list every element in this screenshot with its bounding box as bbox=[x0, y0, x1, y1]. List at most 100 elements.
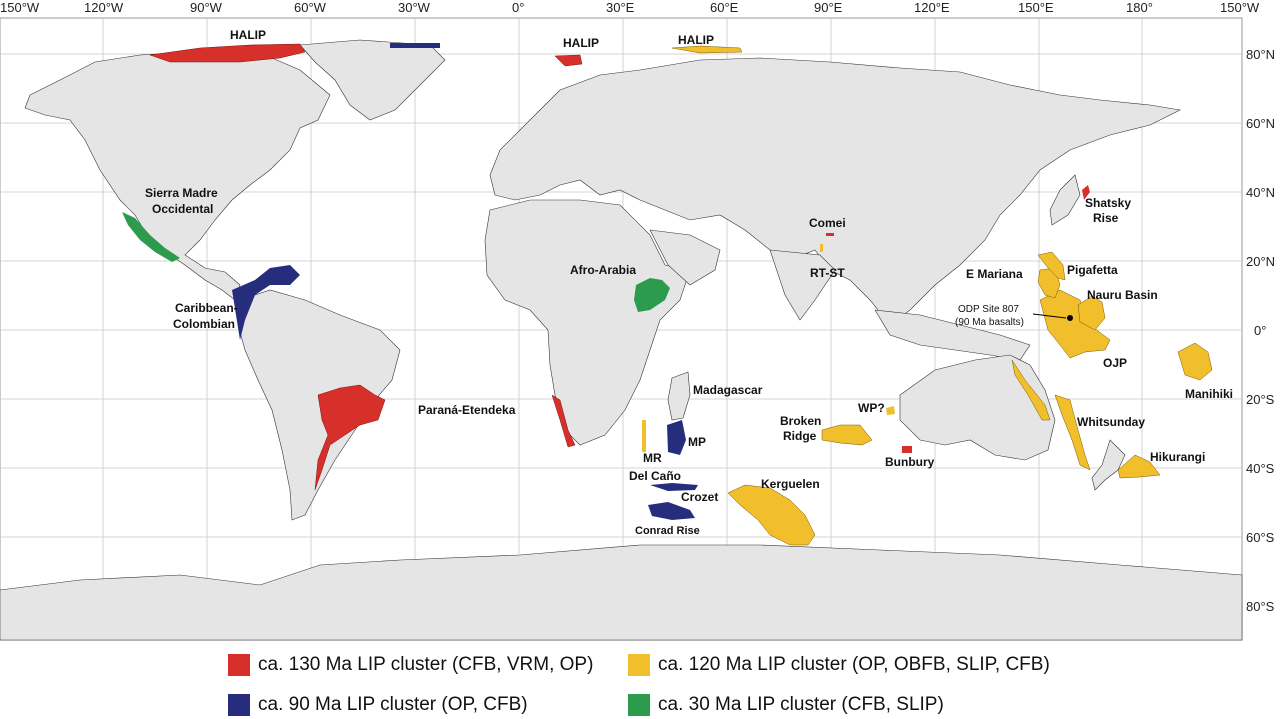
label-mp: MP bbox=[688, 435, 706, 449]
label-wp: WP? bbox=[858, 401, 885, 415]
lon-label: 150°E bbox=[1018, 0, 1054, 15]
label-whitsunday: Whitsunday bbox=[1077, 415, 1145, 429]
label-odp-sub: (90 Ma basalts) bbox=[955, 317, 1024, 328]
whitsunday-yellow bbox=[1011, 359, 1051, 421]
lat-label: 40°S bbox=[1246, 461, 1275, 476]
madagascar bbox=[667, 371, 691, 421]
afro-arabia-green bbox=[634, 278, 670, 312]
halip-navy bbox=[390, 43, 440, 48]
map-labels: HALIP HALIP HALIP Sierra Madre Occidenta… bbox=[145, 28, 1233, 537]
parana-red bbox=[314, 384, 386, 491]
kerguelen-yellow bbox=[727, 484, 816, 546]
lon-label: 120°W bbox=[84, 0, 124, 15]
manihiki-yellow bbox=[1177, 342, 1213, 381]
lat-label: 80°S bbox=[1246, 599, 1275, 614]
del-cano-navy bbox=[650, 483, 698, 491]
africa bbox=[484, 199, 691, 446]
world-map: 150°W 120°W 90°W 60°W 30°W 0° 30°E 60°E … bbox=[0, 0, 1275, 641]
label-comei: Comei bbox=[809, 216, 846, 230]
label-odp: ODP Site 807 bbox=[958, 304, 1019, 315]
wp-yellow bbox=[886, 406, 895, 415]
bunbury-red bbox=[902, 446, 912, 453]
label-pigafetta: Pigafetta bbox=[1067, 263, 1118, 277]
legend-item-30ma: ca. 30 Ma LIP cluster (CFB, SLIP) bbox=[628, 694, 944, 716]
pigafetta-yellow bbox=[1037, 251, 1066, 281]
label-parana: Paraná-Etendeka bbox=[418, 403, 516, 417]
lat-label: 60°N bbox=[1246, 116, 1275, 131]
lon-label: 60°W bbox=[294, 0, 327, 15]
odp-site-marker bbox=[1067, 315, 1073, 321]
label-e-mariana: E Mariana bbox=[966, 267, 1023, 281]
australia bbox=[899, 354, 1056, 461]
lon-label: 0° bbox=[512, 0, 524, 15]
mr-yellow bbox=[642, 420, 646, 452]
legend-swatch bbox=[228, 654, 250, 676]
lat-label: 80°N bbox=[1246, 47, 1275, 62]
label-shatsky-2: Rise bbox=[1093, 211, 1119, 225]
lon-label: 90°E bbox=[814, 0, 843, 15]
legend: ca. 130 Ma LIP cluster (CFB, VRM, OP) ca… bbox=[228, 650, 1108, 718]
label-broken-ridge-1: Broken bbox=[780, 414, 821, 428]
label-rt-st: RT-ST bbox=[810, 266, 845, 280]
broken-ridge-yellow bbox=[821, 424, 873, 446]
halip-fj-yellow bbox=[671, 45, 743, 54]
lat-label: 40°N bbox=[1246, 185, 1275, 200]
whitsunday-east-yellow bbox=[1054, 394, 1091, 471]
label-caribbean-1: Caribbean- bbox=[175, 301, 238, 315]
lon-label: 30°E bbox=[606, 0, 635, 15]
lat-label: 20°S bbox=[1246, 392, 1275, 407]
lon-label: 180° bbox=[1126, 0, 1153, 15]
new-zealand bbox=[1091, 439, 1126, 491]
legend-item-90ma: ca. 90 Ma LIP cluster (OP, CFB) bbox=[228, 694, 528, 716]
label-crozet: Crozet bbox=[681, 490, 718, 504]
continents bbox=[0, 39, 1243, 641]
lon-label: 150°W bbox=[1220, 0, 1260, 15]
sierra-madre-green bbox=[122, 212, 180, 262]
label-ojp: OJP bbox=[1103, 356, 1127, 370]
shatsky-red bbox=[1082, 185, 1090, 200]
legend-swatch bbox=[228, 694, 250, 716]
lon-label: 150°W bbox=[0, 0, 40, 15]
label-manihiki: Manihiki bbox=[1185, 387, 1233, 401]
south-america bbox=[237, 289, 401, 521]
rt-st-yellow bbox=[820, 244, 823, 252]
japan bbox=[1049, 174, 1081, 226]
label-sierra-madre-1: Sierra Madre bbox=[145, 186, 218, 200]
label-del-cano: Del Caño bbox=[629, 469, 681, 483]
etendeka-red bbox=[551, 394, 576, 448]
label-conrad: Conrad Rise bbox=[635, 525, 700, 537]
label-afro-arabia: Afro-Arabia bbox=[570, 263, 636, 277]
label-sierra-madre-2: Occidental bbox=[152, 202, 213, 216]
lon-label: 30°W bbox=[398, 0, 431, 15]
lon-label: 90°W bbox=[190, 0, 223, 15]
label-hikurangi: Hikurangi bbox=[1150, 450, 1205, 464]
label-kerguelen: Kerguelen bbox=[761, 477, 820, 491]
label-shatsky-1: Shatsky bbox=[1085, 196, 1131, 210]
latitude-axis: 80°N 60°N 40°N 20°N 0° 20°S 40°S 60°S 80… bbox=[1246, 47, 1275, 614]
label-halip-fj: HALIP bbox=[678, 33, 714, 47]
label-bunbury: Bunbury bbox=[885, 455, 935, 469]
comei-red bbox=[826, 233, 834, 236]
legend-item-130ma: ca. 130 Ma LIP cluster (CFB, VRM, OP) bbox=[228, 654, 593, 676]
label-nauru: Nauru Basin bbox=[1087, 288, 1158, 302]
lip-provinces bbox=[122, 43, 1213, 546]
longitude-axis: 150°W 120°W 90°W 60°W 30°W 0° 30°E 60°E … bbox=[0, 0, 1260, 15]
label-mr: MR bbox=[643, 451, 662, 465]
hikurangi-yellow bbox=[1117, 454, 1161, 479]
legend-label: ca. 120 Ma LIP cluster (OP, OBFB, SLIP, … bbox=[658, 654, 1050, 675]
lat-label: 20°N bbox=[1246, 254, 1275, 269]
madagascar-plateau-navy bbox=[667, 420, 686, 455]
ojp-yellow bbox=[1039, 289, 1111, 359]
label-halip-svalbard: HALIP bbox=[563, 36, 599, 50]
legend-label: ca. 90 Ma LIP cluster (OP, CFB) bbox=[258, 694, 528, 715]
lat-label: 0° bbox=[1254, 323, 1266, 338]
halip-canada-red bbox=[149, 43, 306, 63]
legend-swatch bbox=[628, 654, 650, 676]
halip-svalbard-red bbox=[554, 54, 583, 67]
lon-label: 120°E bbox=[914, 0, 950, 15]
conrad-navy bbox=[648, 502, 695, 520]
antarctica bbox=[0, 544, 1243, 641]
arabia bbox=[649, 229, 721, 286]
india bbox=[769, 249, 836, 321]
legend-item-120ma: ca. 120 Ma LIP cluster (OP, OBFB, SLIP, … bbox=[628, 654, 1050, 676]
